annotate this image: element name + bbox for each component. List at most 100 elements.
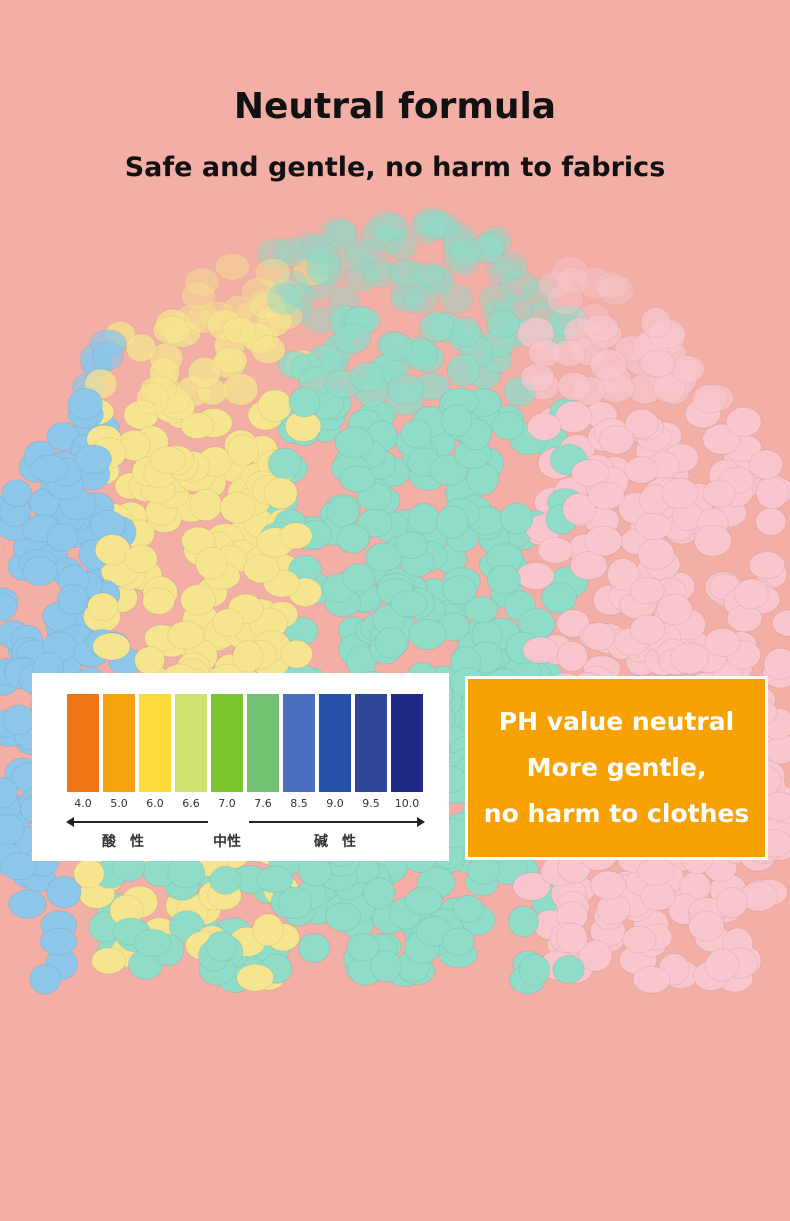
bead <box>222 316 257 345</box>
bead <box>442 575 478 605</box>
bead <box>449 316 482 348</box>
ph-scale-chart: 4.0 5.0 6.0 6.6 7.0 7.6 8.5 9.0 9.5 10.0 酸 性 中性 碱… <box>32 673 449 861</box>
bead <box>362 877 396 910</box>
bead <box>254 258 291 288</box>
bead <box>522 636 559 664</box>
bead <box>446 353 481 387</box>
bead <box>219 491 256 524</box>
bead <box>716 887 748 919</box>
bead <box>292 257 330 286</box>
ph-bar <box>103 694 135 792</box>
page-subtitle: Safe and gentle, no harm to fabrics <box>124 152 666 183</box>
bead <box>442 229 473 258</box>
bead <box>661 477 699 510</box>
ph-bar <box>247 694 279 792</box>
ph-tick-label: 5.0 <box>110 797 128 810</box>
ph-tick-label: 6.6 <box>182 797 200 810</box>
bead <box>400 419 432 449</box>
ph-tick-label: 6.0 <box>146 797 164 810</box>
bead <box>74 444 113 474</box>
bead <box>195 546 228 580</box>
alkaline-arrow <box>249 821 419 823</box>
bead <box>180 526 216 555</box>
bead <box>274 237 309 267</box>
bead <box>252 913 284 947</box>
bead <box>134 646 166 675</box>
bead <box>670 642 709 675</box>
bead <box>250 334 286 365</box>
bead <box>466 235 505 264</box>
bead <box>370 225 407 255</box>
bead <box>29 963 62 995</box>
bead <box>247 289 283 320</box>
bead <box>407 502 440 535</box>
bead <box>512 872 551 901</box>
bead <box>522 278 559 310</box>
bead <box>569 550 608 581</box>
bead <box>336 244 374 272</box>
bead <box>91 947 127 975</box>
bead <box>637 857 675 886</box>
bead <box>0 852 38 881</box>
bead <box>552 256 589 288</box>
bead <box>370 949 402 983</box>
bead <box>92 341 124 371</box>
bead <box>265 278 304 307</box>
bead <box>256 865 294 894</box>
bead <box>359 254 392 281</box>
bead <box>448 245 480 276</box>
bead <box>167 856 206 889</box>
bead <box>136 382 169 416</box>
bead <box>670 354 705 384</box>
bead <box>30 454 69 483</box>
ph-tick-label: 7.0 <box>218 797 236 810</box>
bead <box>213 346 248 374</box>
bead <box>125 333 157 363</box>
bead <box>379 332 413 362</box>
bead <box>385 229 418 261</box>
bead <box>594 272 628 299</box>
bead <box>704 948 740 982</box>
bead <box>179 584 217 616</box>
bead <box>0 776 19 809</box>
bead <box>624 456 659 484</box>
bead <box>527 338 563 368</box>
bead <box>277 886 313 920</box>
bead <box>301 234 340 263</box>
bead <box>266 282 301 315</box>
bead <box>656 593 693 626</box>
bead <box>486 257 522 285</box>
ph-bar <box>175 694 207 792</box>
ph-tick-label: 8.5 <box>290 797 308 810</box>
bead <box>349 362 385 393</box>
bead <box>726 604 763 633</box>
bead <box>281 282 317 311</box>
bead <box>584 525 623 557</box>
bead <box>733 578 769 610</box>
bead <box>771 609 790 637</box>
bead <box>280 639 314 669</box>
bead <box>389 258 425 286</box>
bead <box>589 348 628 381</box>
bead <box>556 267 590 294</box>
bead <box>390 590 428 618</box>
bead <box>279 522 313 550</box>
bead <box>212 608 245 637</box>
bead <box>1 479 33 508</box>
bead <box>324 902 362 932</box>
bead <box>0 592 18 622</box>
ph-bar <box>211 694 243 792</box>
bead <box>187 356 222 389</box>
bead <box>243 554 280 584</box>
bead <box>292 232 329 262</box>
bead <box>578 267 612 300</box>
bead <box>267 447 303 480</box>
ph-bar <box>67 694 99 792</box>
bead <box>344 238 379 266</box>
bead <box>411 261 445 288</box>
ph-tick-label: 10.0 <box>394 797 420 810</box>
bead <box>575 303 611 336</box>
bead <box>578 939 613 972</box>
bead <box>341 563 376 593</box>
